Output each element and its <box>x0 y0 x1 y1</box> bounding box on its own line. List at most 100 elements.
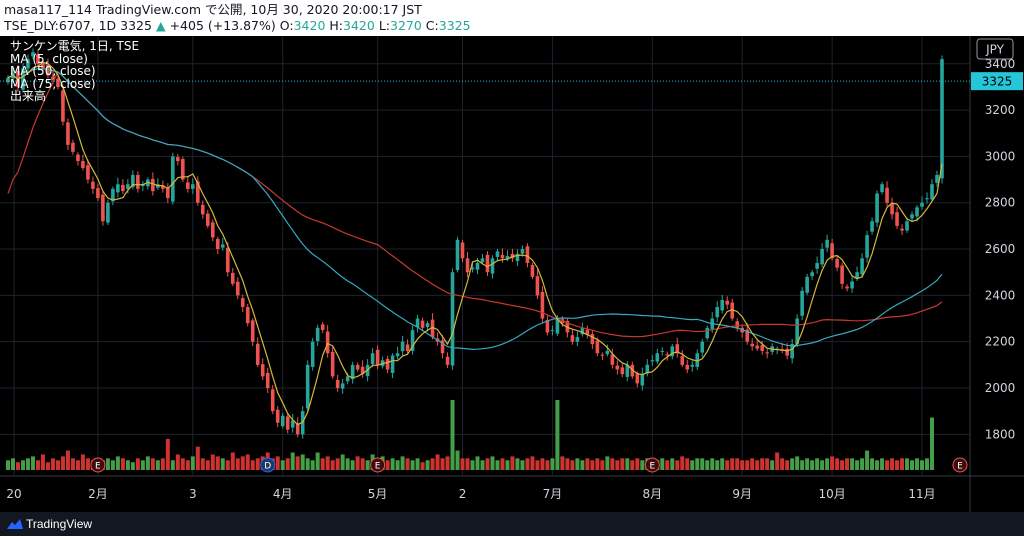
volume-bar <box>290 452 295 470</box>
candle-body <box>210 222 215 238</box>
candle-body <box>310 341 315 367</box>
volume-bar <box>525 458 530 470</box>
event-marker-earnings[interactable] <box>644 457 660 473</box>
candle-body <box>800 290 804 316</box>
event-marker-earnings[interactable] <box>370 457 386 473</box>
legend: サンケン電気, 1日, TSE MA (5, close) MA (50, cl… <box>10 40 139 103</box>
legend-ma50[interactable]: MA (50, close) <box>10 64 96 78</box>
volume-bar <box>195 446 200 470</box>
legend-ma5[interactable]: MA (5, close) <box>10 51 88 66</box>
candle-body <box>395 353 400 357</box>
candle-body <box>570 335 575 342</box>
volume-bar <box>35 460 40 470</box>
x-tick-label: 8月 <box>642 487 662 501</box>
volume-bar <box>865 450 870 470</box>
candle-body <box>765 352 769 354</box>
volume-bar <box>155 460 160 470</box>
candle-body <box>295 423 300 435</box>
x-tick-label: 10月 <box>818 487 845 501</box>
x-tick-label: 4月 <box>273 487 293 501</box>
candle-body <box>490 258 495 274</box>
volume-bar <box>510 456 515 470</box>
candle-body <box>545 319 550 333</box>
candle-body <box>810 272 814 277</box>
volume-bar <box>365 460 370 470</box>
volume-bar <box>390 458 395 470</box>
volume-bar <box>845 458 850 470</box>
candle-body <box>870 221 874 232</box>
event-marker-earnings[interactable] <box>952 457 968 473</box>
volume-bar <box>125 460 130 470</box>
volume-bar <box>485 458 490 470</box>
volume-bar <box>145 456 150 470</box>
candle-body <box>360 366 365 375</box>
volume-bar <box>170 460 175 470</box>
volume-bar <box>710 458 715 470</box>
volume-bar <box>805 458 810 470</box>
candle-body <box>126 184 130 190</box>
candle-body <box>240 298 245 307</box>
ma5-line <box>7 61 943 426</box>
volume-bar <box>445 456 450 470</box>
candle-body <box>645 364 650 374</box>
volume-bar <box>430 458 435 470</box>
candle-body <box>235 281 240 296</box>
candle-body <box>420 320 425 328</box>
volume-bar <box>160 458 165 470</box>
volume-bar <box>175 454 180 470</box>
candle-body <box>495 251 500 257</box>
candle-body <box>505 256 510 260</box>
volume-bar <box>630 460 635 470</box>
x-tick-label: 7月 <box>543 487 563 501</box>
chart-area[interactable]: 1800 2000 2200 2400 2600 2800 3000 3200 3400 20 2月… <box>0 36 1024 512</box>
volume-bar <box>585 458 590 470</box>
candle-body <box>71 142 75 152</box>
candle-body <box>106 202 110 223</box>
volume-bar <box>800 460 805 470</box>
candle-body <box>520 249 525 254</box>
legend-volume[interactable]: 出来高 <box>10 89 47 103</box>
candle-body <box>665 354 670 356</box>
volume-bar <box>730 458 735 470</box>
candle-body <box>600 354 605 356</box>
volume-bar <box>830 456 835 470</box>
chart-svg[interactable]: 1800 2000 2200 2400 2600 2800 3000 3200 3400 20 2月… <box>0 36 1024 512</box>
volume-bar <box>475 456 480 470</box>
currency-box[interactable] <box>976 38 1014 60</box>
candle-body <box>725 300 730 305</box>
volume-bar <box>555 400 560 470</box>
candle-body <box>260 364 265 377</box>
volume-bar <box>325 456 330 470</box>
candle-body <box>840 265 844 284</box>
candle-body <box>715 306 720 318</box>
volume-bar <box>855 460 860 470</box>
candle-body <box>550 330 555 332</box>
volume-bar <box>685 458 690 470</box>
volume-bar <box>340 454 345 470</box>
volume-bar <box>85 458 90 470</box>
candle-body <box>685 364 690 370</box>
volume-bar <box>715 460 720 470</box>
ohlc-line: TSE_DLY:6707, 1D 3325 ▲ +405 (+13.87%) O… <box>4 18 471 33</box>
candle-body <box>215 238 220 250</box>
candle-body <box>920 202 924 207</box>
volume-bar <box>425 460 430 470</box>
volume-bar <box>240 456 245 470</box>
x-tick-label: 5月 <box>368 487 388 501</box>
candle-body <box>320 324 325 331</box>
legend-ma75[interactable]: MA (75, close) <box>10 76 96 91</box>
candle-body <box>475 262 480 270</box>
candle-body <box>41 63 45 69</box>
candle-body <box>121 184 125 192</box>
candle-body <box>930 184 934 200</box>
volume-bar <box>385 460 390 470</box>
volume-bar <box>120 458 125 470</box>
volume-bar <box>410 460 415 470</box>
event-marker-dividend[interactable] <box>260 457 276 473</box>
candle-body <box>805 276 809 293</box>
publish-info: masa117_114 TradingView.com で公開, 10月 30,… <box>4 2 422 17</box>
volume-bar <box>930 417 935 470</box>
volume-bar <box>305 458 310 470</box>
candle-body <box>335 379 340 388</box>
event-marker-earnings[interactable] <box>90 457 106 473</box>
